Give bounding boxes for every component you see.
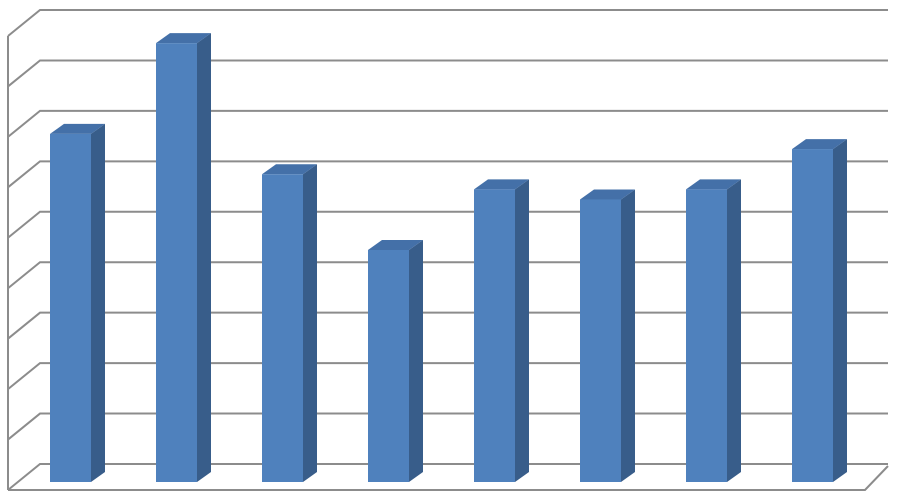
grid-line bbox=[7, 160, 888, 189]
grid-line bbox=[7, 261, 888, 289]
bar-3d bbox=[262, 164, 317, 483]
bar-3d bbox=[156, 33, 211, 483]
bar bbox=[580, 199, 621, 482]
bar bbox=[368, 249, 409, 482]
grid-line bbox=[7, 311, 888, 340]
grid-line bbox=[7, 59, 888, 88]
bar-3d bbox=[368, 239, 423, 482]
bar-side bbox=[515, 179, 529, 482]
bar bbox=[792, 149, 833, 483]
bar-top bbox=[580, 189, 635, 200]
bar-top bbox=[262, 164, 317, 175]
bars bbox=[50, 33, 847, 483]
bar-top bbox=[474, 179, 529, 190]
bar-top bbox=[686, 179, 741, 190]
bar bbox=[156, 43, 197, 483]
bar bbox=[262, 174, 303, 483]
bar-3d bbox=[474, 179, 529, 482]
bar-top bbox=[368, 239, 423, 250]
grid-line bbox=[7, 109, 888, 138]
bar-side bbox=[833, 139, 847, 483]
bar-side bbox=[621, 189, 635, 482]
bar-top bbox=[50, 123, 105, 134]
bar-side bbox=[91, 123, 105, 482]
grid-line bbox=[7, 210, 888, 239]
bar-3d bbox=[686, 179, 741, 482]
bar-top bbox=[156, 33, 211, 44]
bar-3d bbox=[580, 189, 635, 482]
grid-line bbox=[7, 412, 888, 441]
bar bbox=[474, 189, 515, 482]
bar-side bbox=[727, 179, 741, 482]
floor-edge bbox=[8, 465, 889, 491]
grid-line bbox=[7, 9, 888, 37]
bar-3d bbox=[792, 139, 847, 483]
bar bbox=[686, 189, 727, 482]
bar-top bbox=[792, 139, 847, 150]
bar-3d bbox=[50, 123, 105, 482]
bar-side bbox=[409, 239, 423, 482]
bar bbox=[50, 133, 91, 482]
grid-line bbox=[7, 362, 888, 390]
grid bbox=[7, 9, 888, 491]
bar-side bbox=[197, 33, 211, 483]
bar-side bbox=[303, 164, 317, 483]
grid-line bbox=[7, 463, 888, 491]
